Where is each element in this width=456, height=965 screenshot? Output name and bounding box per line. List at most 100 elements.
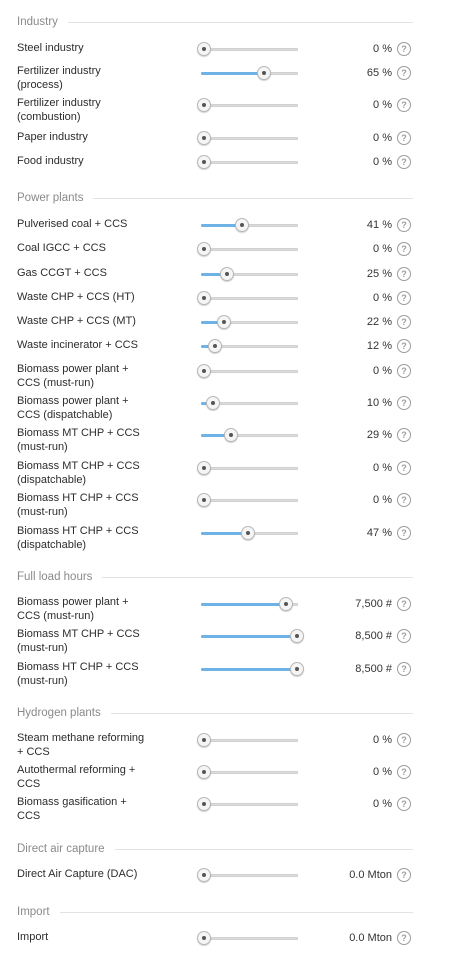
slider-label: Paper industry	[17, 131, 88, 143]
slider-label: Biomass MT CHP + CCS (must-run)	[17, 628, 140, 654]
slider-thumb[interactable]	[208, 339, 223, 353]
section-header-power-plants: Power plants	[17, 190, 413, 206]
slider-industry-0[interactable]	[197, 42, 298, 56]
slider-power-plants-1[interactable]	[197, 242, 298, 256]
slider-hydrogen-plants-2[interactable]	[197, 797, 298, 811]
slider-label: Steel industry	[17, 42, 84, 54]
help-icon[interactable]: ?	[397, 218, 411, 232]
help-icon[interactable]: ?	[397, 396, 411, 410]
slider-value: 65 %	[366, 67, 392, 79]
slider-value: 10 %	[366, 397, 392, 409]
help-icon[interactable]: ?	[397, 364, 411, 378]
slider-industry-1[interactable]	[201, 66, 298, 80]
help-icon[interactable]: ?	[397, 315, 411, 329]
help-icon[interactable]: ?	[397, 526, 411, 540]
help-icon[interactable]: ?	[397, 428, 411, 442]
slider-label: Biomass gasification + CCS	[17, 796, 127, 822]
slider-thumb[interactable]	[290, 662, 304, 676]
slider-power-plants-4[interactable]	[201, 315, 298, 329]
slider-thumb[interactable]	[197, 733, 211, 747]
help-icon[interactable]: ?	[397, 131, 411, 145]
slider-thumb[interactable]	[197, 931, 211, 945]
slider-industry-4[interactable]	[197, 155, 298, 169]
section-divider	[114, 848, 413, 850]
slider-power-plants-6[interactable]	[197, 364, 298, 378]
slider-thumb[interactable]	[197, 131, 211, 145]
slider-thumb[interactable]	[197, 242, 211, 256]
help-icon[interactable]: ?	[397, 461, 411, 475]
slider-power-plants-3[interactable]	[197, 291, 298, 305]
help-icon[interactable]: ?	[397, 629, 411, 643]
section-header-direct-air-capture: Direct air capture	[17, 841, 413, 857]
slider-full-load-hours-1[interactable]	[201, 629, 304, 643]
slider-thumb[interactable]	[197, 291, 211, 305]
slider-value: 25 %	[366, 268, 392, 280]
slider-thumb[interactable]	[197, 461, 211, 475]
slider-thumb[interactable]	[197, 155, 211, 169]
slider-thumb[interactable]	[290, 629, 304, 643]
slider-label: Biomass power plant + CCS (dispatchable)	[17, 395, 129, 421]
slider-power-plants-8[interactable]	[201, 428, 298, 442]
slider-label: Steam methane reforming + CCS	[17, 732, 145, 758]
slider-thumb[interactable]	[206, 396, 221, 410]
slider-power-plants-9[interactable]	[197, 461, 298, 475]
slider-thumb[interactable]	[217, 315, 232, 329]
slider-thumb[interactable]	[197, 493, 211, 507]
help-icon[interactable]: ?	[397, 733, 411, 747]
help-icon[interactable]: ?	[397, 797, 411, 811]
slider-power-plants-0[interactable]	[201, 218, 298, 232]
slider-hydrogen-plants-1[interactable]	[197, 765, 298, 779]
slider-hydrogen-plants-0[interactable]	[197, 733, 298, 747]
slider-thumb[interactable]	[257, 66, 272, 80]
slider-industry-3[interactable]	[197, 131, 298, 145]
slider-industry-2[interactable]	[197, 98, 298, 112]
slider-thumb[interactable]	[223, 428, 238, 442]
help-icon[interactable]: ?	[397, 339, 411, 353]
slider-fill	[201, 635, 296, 638]
slider-label: Coal IGCC + CCS	[17, 242, 106, 254]
slider-power-plants-10[interactable]	[197, 493, 298, 507]
help-icon[interactable]: ?	[397, 931, 411, 945]
help-icon[interactable]: ?	[397, 267, 411, 281]
slider-power-plants-7[interactable]	[201, 396, 298, 410]
slider-value: 0 %	[373, 365, 392, 377]
help-icon[interactable]: ?	[397, 66, 411, 80]
slider-thumb[interactable]	[197, 42, 211, 56]
help-icon[interactable]: ?	[397, 662, 411, 676]
slider-thumb[interactable]	[197, 364, 211, 378]
help-icon[interactable]: ?	[397, 98, 411, 112]
help-icon[interactable]: ?	[397, 242, 411, 256]
slider-thumb[interactable]	[197, 98, 211, 112]
help-icon[interactable]: ?	[397, 493, 411, 507]
slider-direct-air-capture-0[interactable]	[197, 868, 298, 882]
section-title: Direct air capture	[17, 843, 105, 855]
slider-power-plants-11[interactable]	[201, 526, 298, 540]
slider-power-plants-5[interactable]	[201, 339, 298, 353]
help-icon[interactable]: ?	[397, 765, 411, 779]
slider-import-0[interactable]	[197, 931, 298, 945]
slider-full-load-hours-0[interactable]	[201, 597, 298, 611]
section-title: Full load hours	[17, 571, 93, 583]
slider-thumb[interactable]	[197, 797, 211, 811]
slider-value: 22 %	[366, 316, 392, 328]
help-icon[interactable]: ?	[397, 597, 411, 611]
slider-track	[201, 467, 298, 470]
help-icon[interactable]: ?	[397, 155, 411, 169]
help-icon[interactable]: ?	[397, 868, 411, 882]
help-icon[interactable]: ?	[397, 291, 411, 305]
slider-full-load-hours-2[interactable]	[201, 662, 304, 676]
slider-fill	[201, 345, 215, 348]
slider-label: Biomass MT CHP + CCS (dispatchable)	[17, 460, 140, 486]
slider-label: Biomass HT CHP + CCS (dispatchable)	[17, 525, 139, 551]
slider-thumb[interactable]	[278, 597, 293, 611]
slider-label: Biomass power plant + CCS (must-run)	[17, 363, 129, 389]
slider-thumb[interactable]	[235, 218, 250, 232]
slider-track	[201, 321, 298, 324]
slider-thumb[interactable]	[240, 526, 255, 540]
slider-thumb[interactable]	[220, 267, 235, 281]
slider-track	[201, 248, 298, 251]
slider-thumb[interactable]	[197, 868, 211, 882]
slider-power-plants-2[interactable]	[201, 267, 298, 281]
slider-thumb[interactable]	[197, 765, 211, 779]
help-icon[interactable]: ?	[397, 42, 411, 56]
